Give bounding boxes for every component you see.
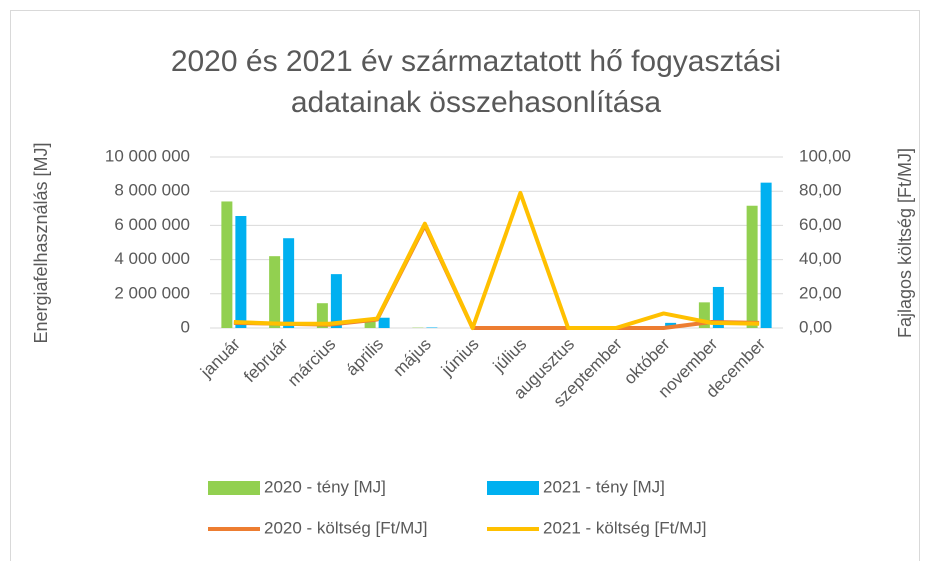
y2-tick-label: 100,00	[799, 146, 851, 165]
y-axis-label: Energiafelhasználás [MJ]	[31, 142, 51, 343]
y-tick-label: 8 000 000	[114, 181, 190, 200]
legend-label: 2021 - költség [Ft/MJ]	[543, 518, 706, 537]
bar	[221, 201, 233, 328]
legend-label: 2020 - tény [MJ]	[264, 477, 386, 496]
bar	[698, 302, 710, 328]
bar	[316, 303, 328, 328]
bar	[760, 182, 772, 328]
bar	[712, 286, 724, 328]
y-tick-label: 0	[181, 317, 190, 336]
y2-tick-label: 40,00	[799, 249, 842, 268]
legend-label: 2020 - költség [Ft/MJ]	[264, 518, 427, 537]
y2-tick-label: 20,00	[799, 283, 842, 302]
y-tick-label: 6 000 000	[114, 215, 190, 234]
y2-tick-label: 0,00	[799, 317, 832, 336]
chart-title: 2020 és 2021 év származtatott hő fogyasz…	[171, 45, 781, 78]
y2-tick-label: 80,00	[799, 181, 842, 200]
legend-label: 2021 - tény [MJ]	[543, 477, 665, 496]
bar	[269, 256, 281, 328]
bar	[426, 327, 438, 328]
y2-tick-label: 60,00	[799, 215, 842, 234]
legend-swatch	[487, 481, 539, 495]
chart-title: adatainak összehasonlítása	[291, 86, 662, 119]
y-tick-label: 10 000 000	[105, 146, 190, 165]
bar	[378, 317, 390, 328]
y-tick-label: 4 000 000	[114, 249, 190, 268]
bar	[235, 215, 247, 328]
bar	[746, 205, 758, 328]
y-tick-label: 2 000 000	[114, 283, 190, 302]
bar	[283, 238, 295, 328]
legend-swatch	[208, 481, 260, 495]
line	[233, 190, 760, 330]
bar	[330, 274, 342, 328]
y2-axis-label: Fajlagos költség [Ft/MJ]	[895, 148, 915, 338]
bar	[364, 321, 376, 328]
